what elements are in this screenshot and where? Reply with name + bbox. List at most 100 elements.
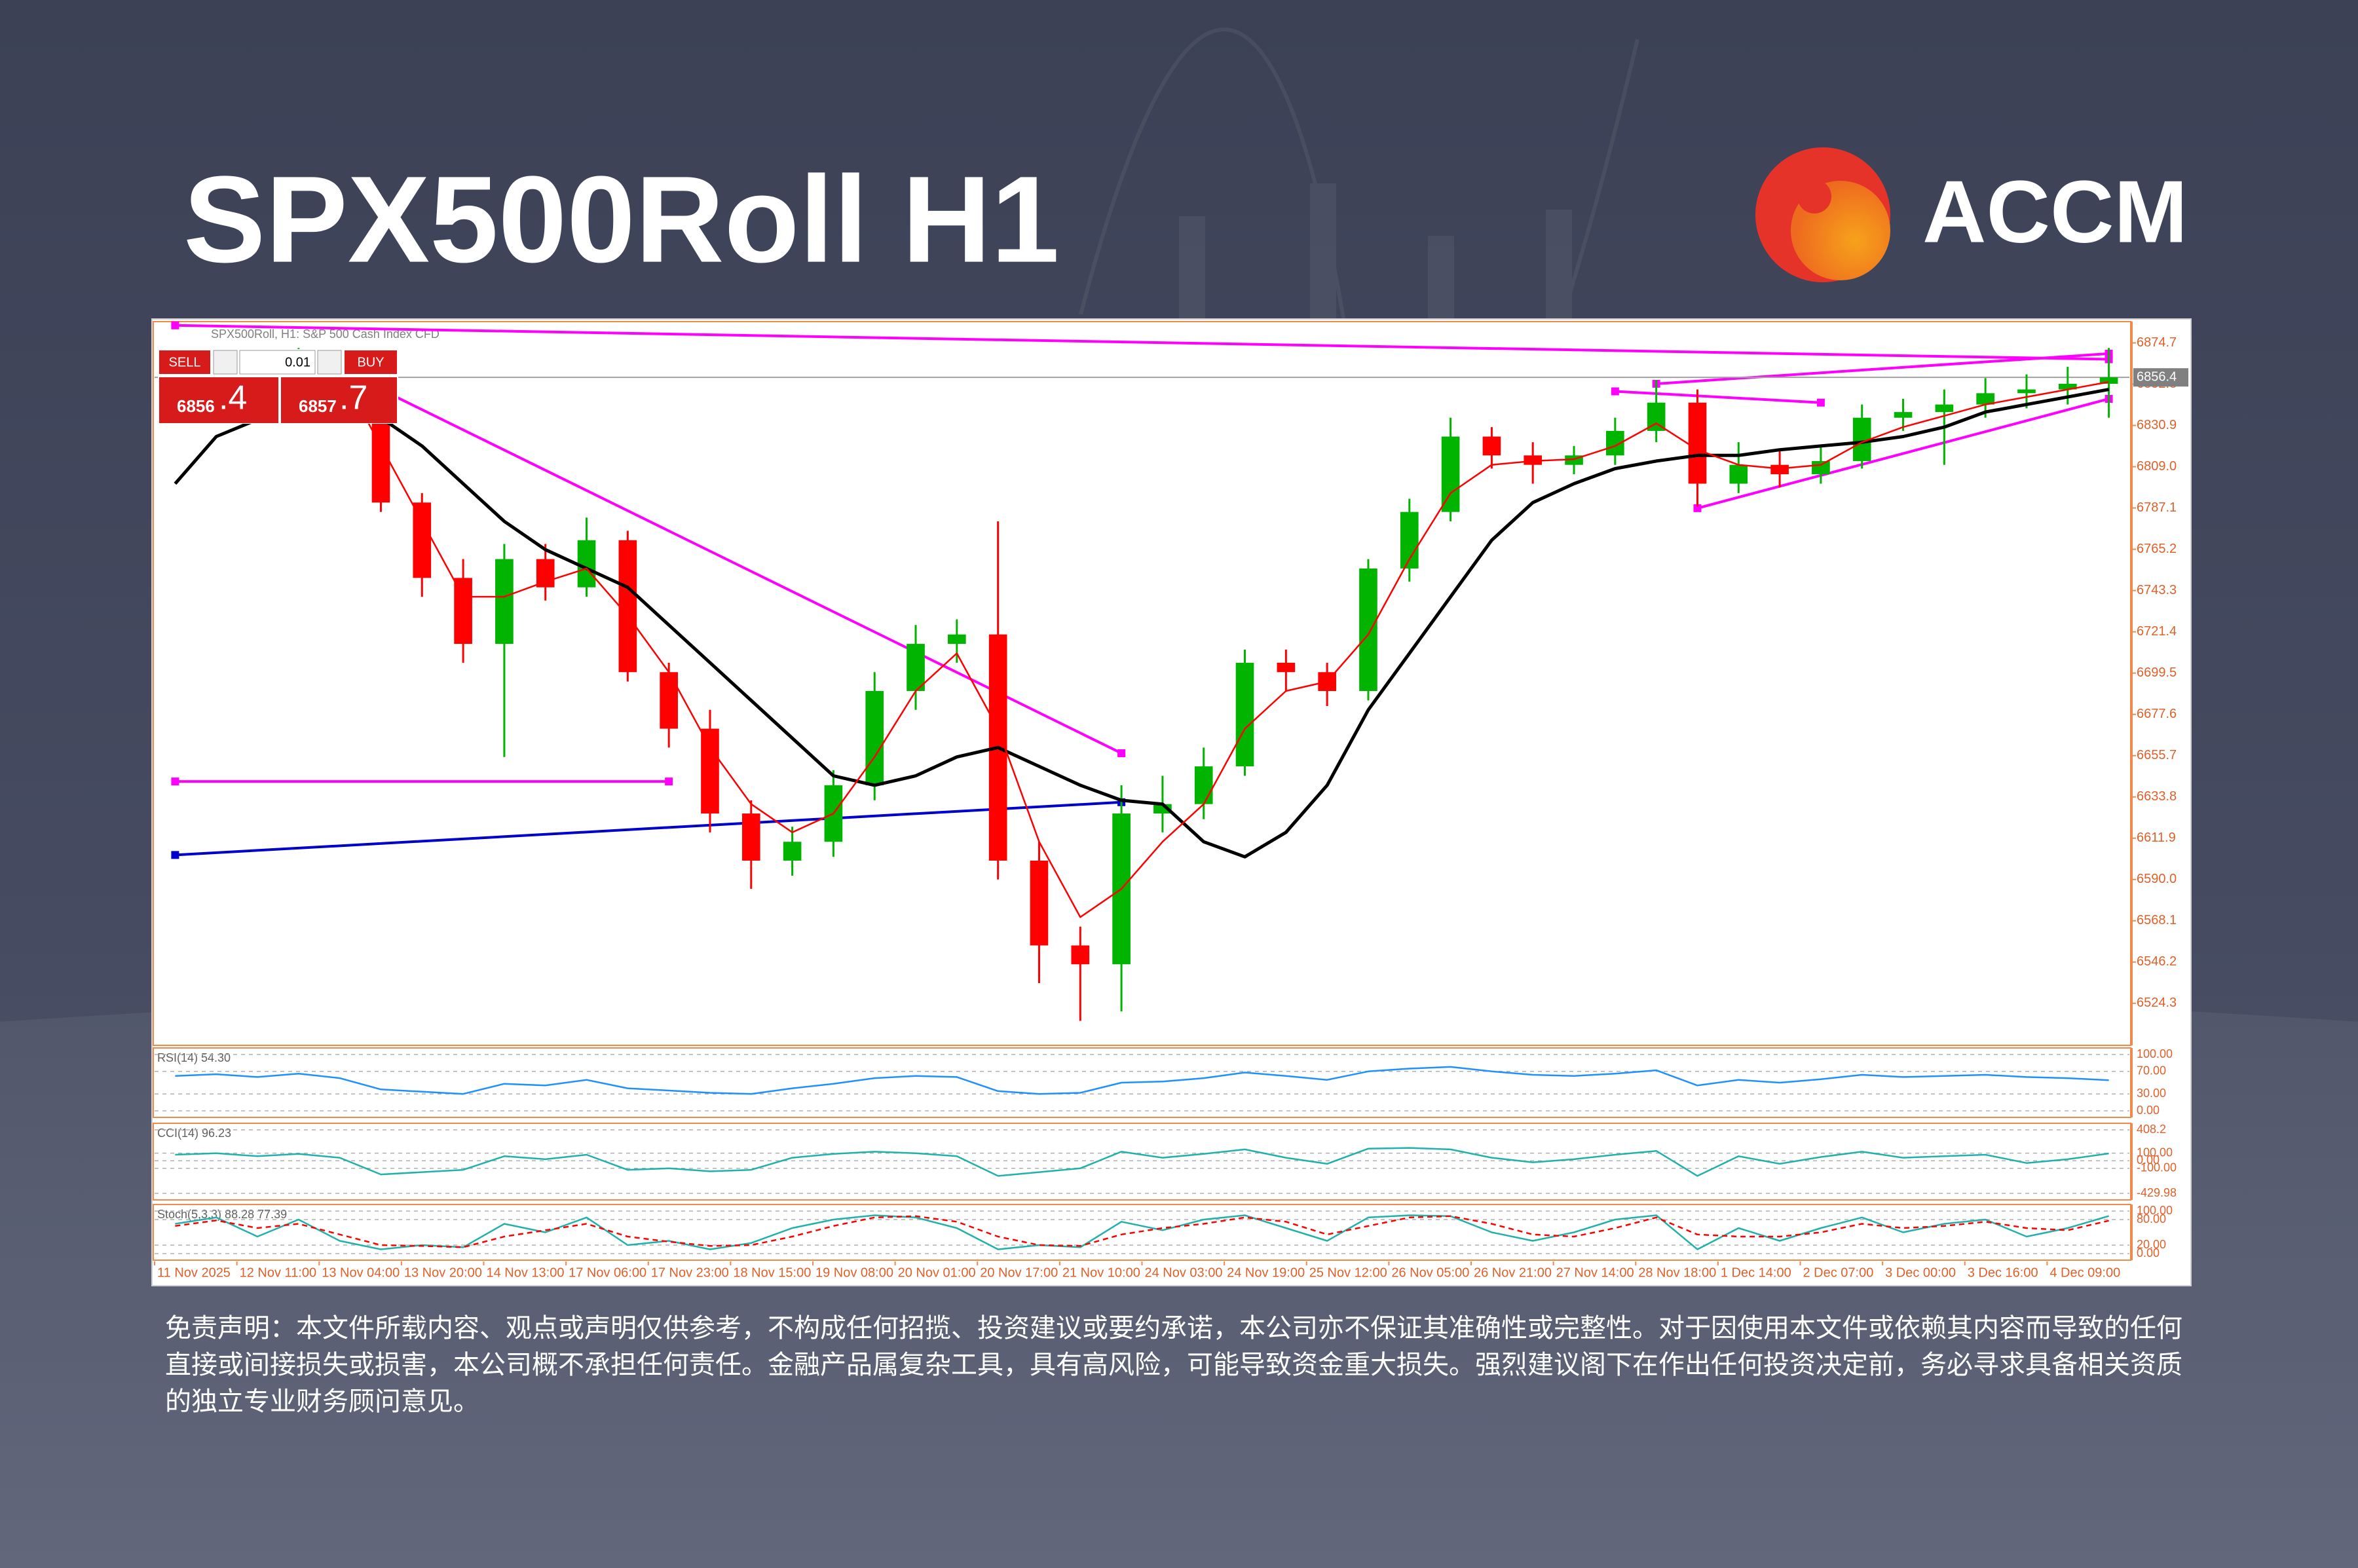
candle-body xyxy=(1729,464,1748,484)
candle-body xyxy=(618,540,637,673)
candle-body xyxy=(907,644,925,692)
bid-price: 6856 xyxy=(177,396,215,416)
trendline xyxy=(1656,352,2109,385)
candle-body xyxy=(413,502,432,578)
candle-body xyxy=(1976,393,1994,405)
candle-body xyxy=(1071,945,1090,965)
x-tick-label: 20 Nov 01:00 xyxy=(898,1265,976,1280)
candle-body xyxy=(2099,377,2118,384)
page-title: SPX500Roll H1 xyxy=(183,151,1059,288)
trendline xyxy=(175,324,2109,361)
x-tick-label: 13 Nov 04:00 xyxy=(322,1265,400,1280)
ask-price: 6857 xyxy=(299,396,337,416)
y-tick-label: 6721.4 xyxy=(2137,624,2177,639)
y-tick-label: 6677.6 xyxy=(2137,707,2177,721)
trendline-anchor xyxy=(171,321,179,329)
y-tick-label: 408.2 xyxy=(2137,1123,2166,1136)
x-tick-label: 12 Nov 11:00 xyxy=(240,1265,317,1280)
y-tick-label: 100.00 xyxy=(2137,1047,2173,1060)
lot-input[interactable] xyxy=(239,350,316,375)
y-tick-label: 6568.1 xyxy=(2137,913,2177,927)
chart-title: SPX500Roll, H1: S&P 500 Cash Index CFD xyxy=(211,327,440,341)
candle-body xyxy=(536,559,555,588)
candle-body xyxy=(1235,662,1254,767)
panel-frame xyxy=(153,1123,2131,1201)
trendline-anchor xyxy=(171,851,179,859)
y-tick-label: 6524.3 xyxy=(2137,996,2177,1010)
x-tick-label: 20 Nov 17:00 xyxy=(980,1265,1058,1280)
candle-body xyxy=(1194,766,1213,804)
indicator-line xyxy=(175,1066,2109,1095)
trendline-anchor xyxy=(1611,387,1619,396)
y-tick-label: 6590.0 xyxy=(2137,872,2177,886)
trendline xyxy=(1615,390,1822,404)
y-tick-label: 70.00 xyxy=(2137,1064,2166,1077)
x-tick-label: 24 Nov 19:00 xyxy=(1227,1265,1305,1280)
bid-box[interactable] xyxy=(159,377,278,423)
x-tick-label: 11 Nov 2025 xyxy=(157,1265,231,1280)
candle-body xyxy=(1277,662,1296,673)
y-tick-label: 30.00 xyxy=(2137,1087,2166,1100)
y-tick-label: -429.98 xyxy=(2137,1186,2177,1199)
buy-label: BUY xyxy=(357,355,384,369)
trendline xyxy=(175,800,1122,857)
y-tick-label: 6809.0 xyxy=(2137,459,2177,474)
x-tick-label: 4 Dec 09:00 xyxy=(2049,1265,2120,1280)
ask-box[interactable] xyxy=(281,377,397,423)
chart-layer: SPX500Roll, H1: S&P 500 Cash Index CFD 65… xyxy=(153,321,2188,1280)
candle-body xyxy=(1524,455,1543,465)
candle-body xyxy=(741,813,760,861)
indicator-title: RSI(14) 54.30 xyxy=(157,1051,231,1064)
y-tick-label: 80.00 xyxy=(2137,1212,2166,1225)
x-tick-label: 18 Nov 15:00 xyxy=(733,1265,811,1280)
y-tick-label: 6546.2 xyxy=(2137,954,2177,969)
candle-body xyxy=(948,634,966,644)
x-tick-label: 19 Nov 08:00 xyxy=(815,1265,893,1280)
candle-body xyxy=(701,728,719,814)
x-tick-label: 2 Dec 07:00 xyxy=(1803,1265,1874,1280)
current-price-tag xyxy=(2133,368,2188,387)
candle-body xyxy=(1441,436,1460,512)
ask-fraction: .7 xyxy=(339,379,367,417)
x-tick-label: 27 Nov 14:00 xyxy=(1556,1265,1634,1280)
y-tick-label: 0.00 xyxy=(2137,1153,2160,1167)
candle-body xyxy=(495,559,514,644)
candle-body xyxy=(2058,383,2077,390)
y-tick-label: 6874.7 xyxy=(2137,335,2177,350)
candle-body xyxy=(2017,389,2036,394)
candle-body xyxy=(1935,404,1954,413)
buy-button[interactable] xyxy=(345,350,397,374)
y-tick-label: -100.00 xyxy=(2137,1161,2177,1174)
deco-bar xyxy=(1546,210,1572,321)
candle-body xyxy=(660,672,678,729)
brand-name: ACCM xyxy=(1922,162,2188,261)
candle-body xyxy=(1482,436,1501,456)
trendline-anchor xyxy=(1816,398,1825,407)
y-tick-label: 0.00 xyxy=(2137,1104,2160,1117)
trade-panel: SELL 0.01 BUY 6856 .4 6857 .7 xyxy=(158,349,398,424)
sell-button[interactable] xyxy=(159,350,210,374)
sell-label: SELL xyxy=(169,355,201,369)
candle-body xyxy=(1770,464,1789,475)
x-tick-label: 26 Nov 05:00 xyxy=(1391,1265,1469,1280)
trendline-anchor xyxy=(1693,504,1702,512)
brand-logo xyxy=(1755,147,1890,282)
trendline xyxy=(1696,398,2110,510)
deco-bar xyxy=(1179,216,1205,321)
moving-average xyxy=(174,388,2110,859)
trendline-anchor xyxy=(665,777,673,786)
lot-down[interactable] xyxy=(213,350,238,375)
candle-body xyxy=(1359,568,1377,692)
candle-body xyxy=(783,842,802,861)
lot-value: 0.01 xyxy=(285,355,310,369)
y-tick-label: 6611.9 xyxy=(2137,831,2176,845)
y-tick-label: 6699.5 xyxy=(2137,665,2177,680)
logo-dot xyxy=(1797,179,1831,214)
panel-frame xyxy=(153,321,2131,1046)
x-tick-label: 14 Nov 13:00 xyxy=(487,1265,565,1280)
deco-bar xyxy=(1428,236,1454,321)
indicator-line xyxy=(175,1214,2109,1250)
lot-up[interactable] xyxy=(317,350,342,375)
candle-body xyxy=(865,691,884,785)
